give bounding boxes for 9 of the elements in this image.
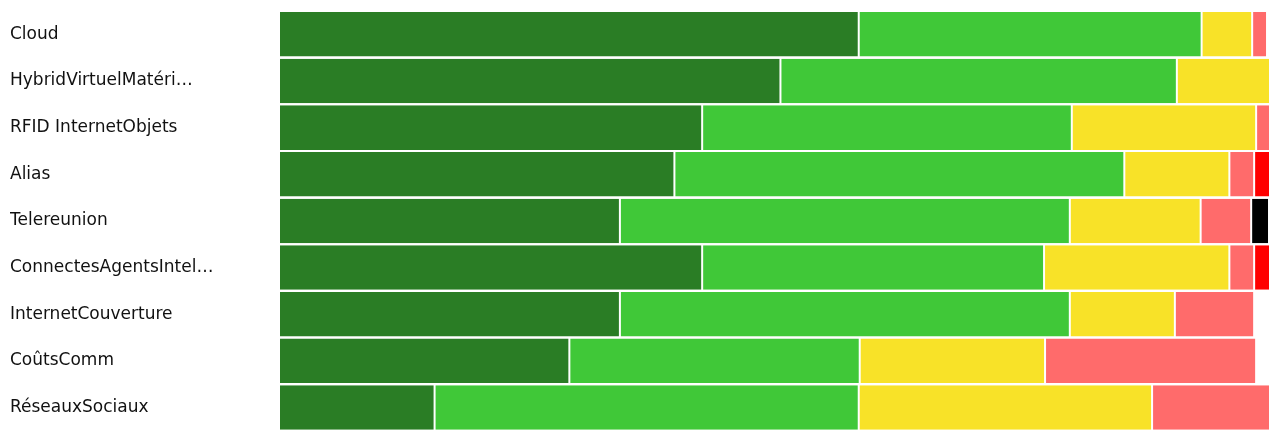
y-tick-label: CoûtsComm	[10, 349, 114, 370]
y-tick-label: ConnectesAgentsIntel…	[10, 255, 214, 276]
y-tick-label: Alias	[10, 162, 51, 183]
y-tick-label: RéseauxSociaux	[10, 395, 149, 416]
y-tick-label: HybridVirtuelMatéri…	[10, 69, 193, 90]
y-tick-label: Telereunion	[9, 209, 108, 230]
y-tick-label: Cloud	[10, 22, 59, 43]
y-tick-label: RFID InternetObjets	[10, 116, 178, 137]
y-tick-label: InternetCouverture	[10, 302, 173, 323]
